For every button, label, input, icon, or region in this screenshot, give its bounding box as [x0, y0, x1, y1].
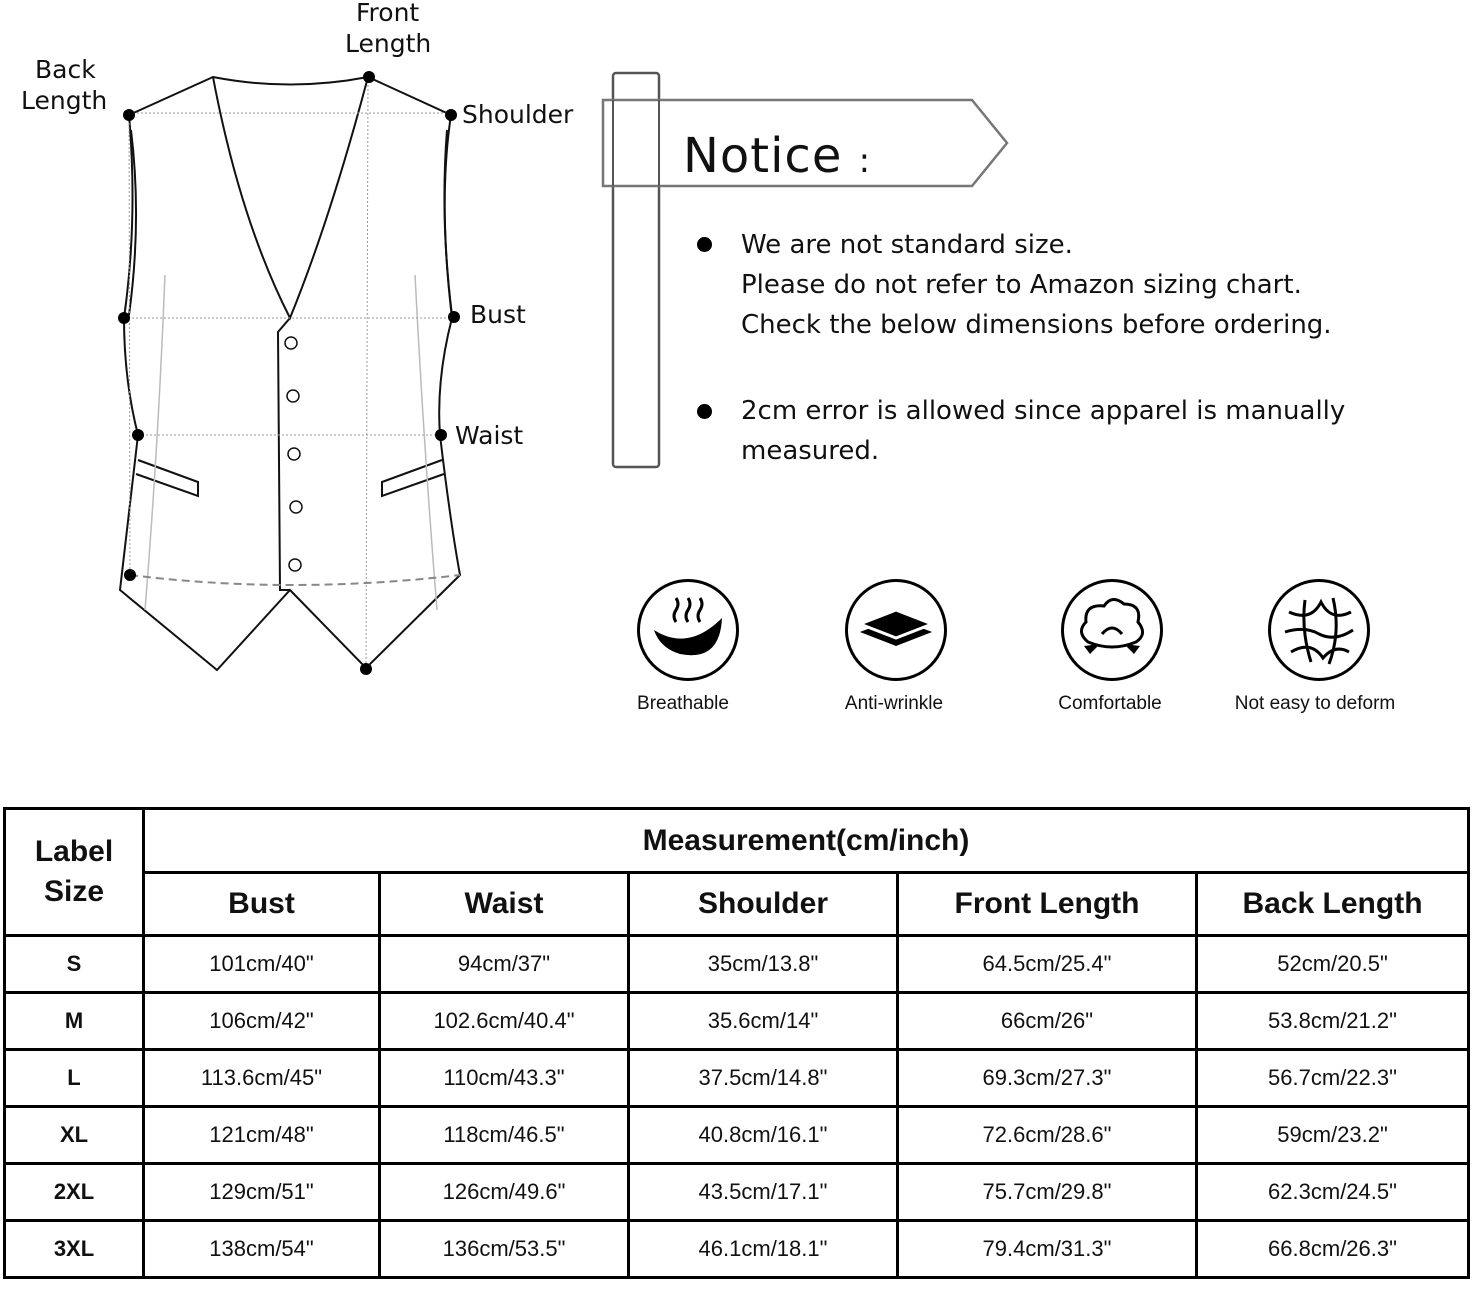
measurement-cell: 66.8cm/26.3" — [1195, 1219, 1470, 1279]
breathable-icon — [637, 579, 739, 681]
size-cell: 2XL — [3, 1162, 145, 1222]
column-header-front-length: Front Length — [896, 871, 1198, 937]
table-row: L 113.6cm/45" 110cm/43.3" 37.5cm/14.8" 69.3c… — [3, 1048, 1470, 1108]
bust-label: Bust — [470, 300, 526, 329]
feature-label-comfortable: Comfortable — [1058, 693, 1162, 714]
measurement-cell: 64.5cm/25.4" — [896, 934, 1198, 994]
size-cell: L — [3, 1048, 145, 1108]
measurement-cell: 94cm/37" — [378, 934, 630, 994]
table-row: S 101cm/40" 94cm/37" 35cm/13.8" 64.5cm/25.4"… — [3, 934, 1470, 994]
measurement-cell: 79.4cm/31.3" — [896, 1219, 1198, 1279]
measurement-cell: 72.6cm/28.6" — [896, 1105, 1198, 1165]
measurement-cell: 121cm/48" — [142, 1105, 381, 1165]
button-1 — [284, 336, 298, 350]
placket — [276, 317, 291, 591]
measurement-cell: 37.5cm/14.8" — [627, 1048, 899, 1108]
measurement-cell: 66cm/26" — [896, 991, 1198, 1051]
layers-icon — [845, 579, 947, 681]
waist-label: Waist — [455, 421, 524, 450]
feature-label-anti-wrinkle: Anti-wrinkle — [844, 693, 944, 714]
button-4 — [289, 500, 303, 514]
front-length-label-2: Length — [345, 29, 432, 58]
measurement-cell: 53.8cm/21.2" — [1195, 991, 1470, 1051]
bullet-icon — [697, 404, 712, 419]
measurement-cell: 56.7cm/22.3" — [1195, 1048, 1470, 1108]
table-row: M 106cm/42" 102.6cm/40.4" 35.6cm/14" 66cm/26… — [3, 991, 1470, 1051]
column-header-back-length: Back Length — [1195, 871, 1470, 937]
button-5 — [288, 558, 302, 572]
notice-bullet-2: 2cm error is allowed since apparel is ma… — [741, 396, 1346, 466]
button-2 — [286, 389, 300, 403]
measurement-cell: 75.7cm/29.8" — [896, 1162, 1198, 1222]
back-length-label-1: Back — [35, 55, 96, 84]
size-table: Label Size Measurement(cm/inch) Bust Wais… — [3, 807, 1470, 1279]
bullet-icon — [697, 237, 712, 252]
fiber-mesh-icon — [1268, 579, 1370, 681]
measurement-cell: 110cm/43.3" — [378, 1048, 630, 1108]
measurement-cell: 113.6cm/45" — [142, 1048, 381, 1108]
label-size-header: Label Size — [3, 807, 145, 937]
measurement-cell: 59cm/23.2" — [1195, 1105, 1470, 1165]
measurement-cell: 106cm/42" — [142, 991, 381, 1051]
measurement-cell: 102.6cm/40.4" — [378, 991, 630, 1051]
table-row: 3XL 138cm/54" 136cm/53.5" 46.1cm/18.1" 79.4c… — [3, 1219, 1470, 1279]
measurement-cell: 62.3cm/24.5" — [1195, 1162, 1470, 1222]
measurement-cell: 35cm/13.8" — [627, 934, 899, 994]
feature-label-deform: Not easy to deform — [1234, 693, 1396, 714]
measurement-header: Measurement(cm/inch) — [142, 807, 1470, 874]
notice-bullet-1: We are not standard size. Please do not … — [741, 230, 1332, 340]
size-cell: M — [3, 991, 145, 1051]
left-pocket — [135, 459, 199, 498]
size-cell: S — [3, 934, 145, 994]
measurement-cell: 118cm/46.5" — [378, 1105, 630, 1165]
table-row: XL 121cm/48" 118cm/46.5" 40.8cm/16.1" 72.6cm… — [3, 1105, 1470, 1165]
column-header-waist: Waist — [378, 871, 630, 937]
back-length-label-2: Length — [21, 86, 108, 115]
measurement-cell: 46.1cm/18.1" — [627, 1219, 899, 1279]
table-row: 2XL 129cm/51" 126cm/49.6" 43.5cm/17.1" 75.7c… — [3, 1162, 1470, 1222]
notice-sign — [601, 71, 1009, 469]
measurement-cell: 43.5cm/17.1" — [627, 1162, 899, 1222]
front-length-label-1: Front — [356, 0, 420, 27]
shoulder-label: Shoulder — [462, 100, 574, 129]
measurement-cell: 35.6cm/14" — [627, 991, 899, 1051]
measurement-cell: 101cm/40" — [142, 934, 381, 994]
right-pocket — [381, 459, 445, 498]
button-3 — [287, 447, 301, 461]
measurement-cell: 129cm/51" — [142, 1162, 381, 1222]
vest-diagram — [118, 71, 462, 675]
measurement-cell: 52cm/20.5" — [1195, 934, 1470, 994]
measurement-cell: 138cm/54" — [142, 1219, 381, 1279]
size-cell: 3XL — [3, 1219, 145, 1279]
measurement-cell: 136cm/53.5" — [378, 1219, 630, 1279]
notice-title: Notice : — [683, 128, 872, 184]
column-header-shoulder: Shoulder — [627, 871, 899, 937]
feature-label-breathable: Breathable — [637, 693, 729, 714]
column-header-bust: Bust — [142, 871, 381, 937]
measurement-cell: 40.8cm/16.1" — [627, 1105, 899, 1165]
cotton-icon — [1061, 579, 1163, 681]
measurement-cell: 126cm/49.6" — [378, 1162, 630, 1222]
size-cell: XL — [3, 1105, 145, 1165]
measurement-cell: 69.3cm/27.3" — [896, 1048, 1198, 1108]
